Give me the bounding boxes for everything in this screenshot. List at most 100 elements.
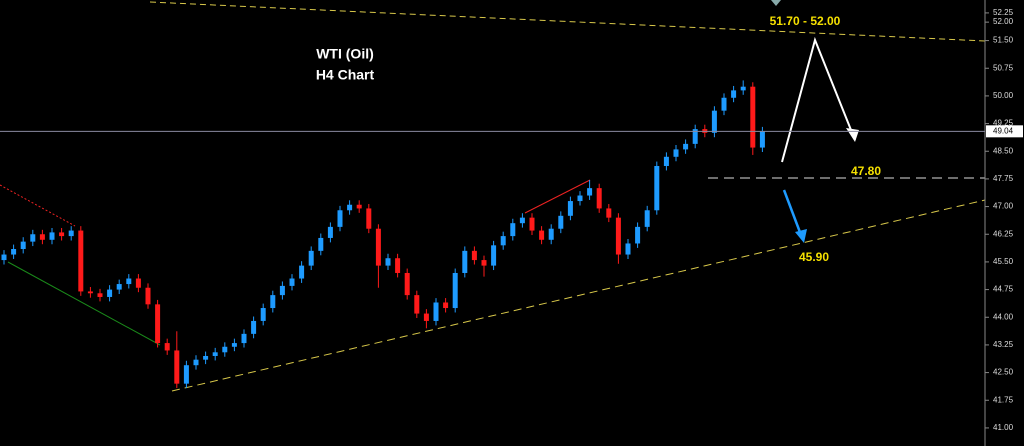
y-tick-label: 52.00	[993, 17, 1014, 26]
forecast-arrow	[782, 189, 803, 236]
candle-body	[183, 365, 189, 384]
chart-title: WTI (Oil)	[316, 46, 374, 62]
candle-body	[97, 293, 103, 297]
candle-body	[87, 291, 93, 294]
candle-body	[356, 204, 362, 209]
candle-body	[222, 346, 228, 353]
candle-body	[299, 265, 305, 279]
candle-body	[644, 210, 650, 227]
trend-line	[7, 261, 161, 346]
candle-body	[375, 228, 381, 266]
candle-body	[203, 355, 209, 360]
candle-body	[59, 232, 65, 237]
trend-line	[524, 179, 591, 214]
y-tick-label: 51.50	[993, 36, 1014, 45]
candle-body	[433, 302, 439, 321]
y-tick-label: 50.75	[993, 63, 1014, 72]
candle-body	[251, 320, 257, 334]
candle-body	[20, 241, 26, 250]
candle-body	[231, 343, 237, 347]
candle-body	[260, 308, 266, 321]
candle-body	[78, 230, 84, 292]
candle-body	[548, 228, 554, 240]
y-tick-label: 42.50	[993, 368, 1014, 377]
candle-body	[587, 188, 593, 196]
candle-body	[491, 245, 497, 266]
drawings	[0, 0, 986, 392]
y-tick-label: 44.75	[993, 285, 1014, 294]
candle-body	[414, 295, 420, 314]
candle-body	[471, 250, 477, 261]
y-tick-label: 52.25	[993, 8, 1014, 17]
candle-body	[318, 237, 324, 251]
candle-body	[711, 110, 717, 133]
last-price-label: 49.04	[993, 126, 1014, 135]
y-tick-label: 46.25	[993, 229, 1014, 238]
y-tick-label: 47.00	[993, 202, 1014, 211]
candle-body	[596, 188, 602, 209]
candle-body	[423, 313, 429, 321]
candle-body	[116, 284, 122, 290]
candle-body	[731, 90, 737, 98]
candle-body	[510, 223, 516, 237]
candle-body	[241, 333, 247, 344]
annotation: 45.90	[799, 250, 829, 264]
candle-body	[443, 302, 449, 309]
candle-body	[193, 359, 199, 366]
candle-body	[49, 232, 55, 240]
candle-body	[452, 272, 458, 309]
candle-body	[30, 234, 36, 242]
y-tick-label: 47.75	[993, 174, 1014, 183]
candle-body	[500, 236, 506, 246]
y-tick-label: 49.25	[993, 119, 1014, 128]
candle-body	[692, 129, 698, 144]
candle-body	[145, 287, 151, 305]
candle-body	[404, 272, 410, 296]
candle-body	[337, 210, 343, 227]
candle-body	[683, 143, 689, 150]
candle-body	[635, 226, 641, 244]
candle-body	[519, 217, 525, 224]
candle-body	[625, 243, 631, 255]
candle-body	[721, 97, 727, 111]
candle-body	[558, 215, 564, 229]
candle-body	[673, 149, 679, 157]
candle-body	[174, 350, 180, 384]
y-tick-label: 41.75	[993, 395, 1014, 404]
candle-body	[1, 254, 7, 261]
candle-body	[606, 208, 612, 218]
candle-body	[308, 250, 314, 266]
candle-body	[155, 304, 161, 344]
candle-body	[347, 204, 353, 211]
arrow-head	[846, 128, 859, 142]
candle-body	[740, 86, 746, 91]
candle-body	[577, 195, 583, 202]
trend-line	[0, 184, 76, 227]
candle-body	[289, 278, 295, 286]
candle-body	[327, 226, 333, 238]
candle-body	[39, 234, 45, 240]
candle-body	[615, 217, 621, 255]
candle-body	[68, 230, 74, 237]
candle-body	[366, 208, 372, 229]
annotation: 47.80	[851, 164, 881, 178]
forecast-arrow	[781, 36, 856, 163]
candle-body	[567, 201, 573, 216]
candle-body	[212, 352, 218, 356]
y-tick-label: 43.25	[993, 340, 1014, 349]
y-tick-label: 45.50	[993, 257, 1014, 266]
y-tick-label: 48.50	[993, 146, 1014, 155]
candle-body	[654, 166, 660, 211]
candle-body	[385, 258, 391, 266]
marker	[771, 0, 781, 6]
candle-body	[462, 250, 468, 273]
arrow-head	[795, 229, 807, 243]
candle-body	[395, 258, 401, 273]
candle-body	[481, 260, 487, 266]
y-tick-label: 50.00	[993, 91, 1014, 100]
candle-body	[279, 285, 285, 296]
chart-subtitle: H4 Chart	[316, 67, 375, 83]
candle-body	[107, 289, 113, 297]
candle-body	[759, 131, 765, 148]
